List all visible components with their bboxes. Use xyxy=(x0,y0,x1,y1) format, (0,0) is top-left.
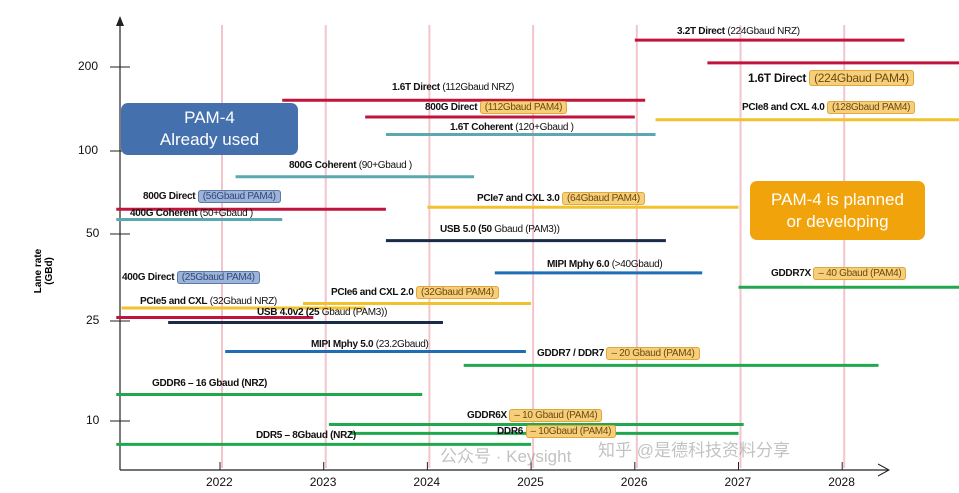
y-axis-arrow xyxy=(116,16,124,26)
timeline-label: PCIe6 and CXL 2.0 (32Gbaud PAM4) xyxy=(331,286,499,299)
callout-line1: PAM-4 is planned xyxy=(771,189,904,209)
callout-line2: Already used xyxy=(159,130,260,149)
label-name: PCIe5 and CXL xyxy=(140,296,208,307)
label-name: 400G Direct xyxy=(122,272,175,283)
pam4-already-used-callout: PAM-4 Already used xyxy=(121,103,298,155)
label-detail: (56Gbaud PAM4) xyxy=(197,190,281,203)
y-axis-label: Lane rate (GBd) xyxy=(33,248,55,294)
timeline-label: GDDR6X – 10 Gbaud (PAM4) xyxy=(467,409,603,422)
label-detail: – 10Gbaud (PAM4) xyxy=(525,425,617,438)
timeline-label: 1.6T Direct (224Gbaud PAM4) xyxy=(748,70,914,86)
x-tick-label: 2027 xyxy=(724,475,752,489)
label-detail: (50+Gbaud ) xyxy=(199,208,253,219)
label-detail: – 20 Gbaud (PAM4) xyxy=(606,347,700,360)
label-name: MIPI Mphy 6.0 xyxy=(547,259,610,270)
timeline-label: PCIe7 and CXL 3.0 (64Gbaud PAM4) xyxy=(477,192,645,205)
timeline-label: USB 4.0v2 (25 Gbaud (PAM3)) xyxy=(257,307,387,319)
label-name: 3.2T Direct xyxy=(677,26,725,37)
label-name: PCIe8 and CXL 4.0 xyxy=(742,102,825,113)
label-detail: – 40 Gbaud (PAM4) xyxy=(813,267,907,280)
y-tick-label: 25 xyxy=(86,313,100,327)
label-detail: (23.2Gbaud) xyxy=(375,339,429,350)
label-detail: (224Gbaud NRZ) xyxy=(727,26,800,37)
x-tick-label: 2026 xyxy=(620,475,648,489)
label-detail: (224Gbaud PAM4) xyxy=(809,70,914,86)
label-detail: (32Gbaud PAM4) xyxy=(416,286,499,299)
label-name: PCIe6 and CXL 2.0 xyxy=(331,287,414,298)
label-detail: Gbaud (PAM3)) xyxy=(494,224,560,235)
timeline-label: PCIe8 and CXL 4.0 (128Gbaud PAM4) xyxy=(742,101,916,114)
label-name: 1.6T Coherent xyxy=(450,122,513,133)
timeline-label: 400G Coherent (50+Gbaud ) xyxy=(130,208,253,220)
label-name: 800G Coherent xyxy=(289,160,357,171)
x-tick-label: 2028 xyxy=(828,475,855,489)
x-tick-label: 2022 xyxy=(206,475,233,489)
timeline-label: PCIe5 and CXL (32Gbaud NRZ) xyxy=(140,296,277,308)
label-name: MIPI Mphy 5.0 xyxy=(311,339,374,350)
timeline-label: 3.2T Direct (224Gbaud NRZ) xyxy=(677,26,800,38)
timeline-label: MIPI Mphy 6.0 (>40Gbaud) xyxy=(547,259,663,271)
label-name: DDR5 – 8Gbaud (NRZ) xyxy=(256,430,356,441)
timeline-label: GDDR7 / DDR7 – 20 Gbaud (PAM4) xyxy=(537,347,700,360)
y-tick-label: 10 xyxy=(86,413,100,427)
timeline-label: GDDR7X – 40 Gbaud (PAM4) xyxy=(771,267,907,280)
label-detail: (112Gbaud PAM4) xyxy=(479,101,568,114)
timeline-label: 800G Direct (56Gbaud PAM4) xyxy=(143,190,281,203)
y-tick-label: 100 xyxy=(78,143,99,157)
timeline-label: DDR5 – 8Gbaud (NRZ) xyxy=(256,430,356,442)
callout-line2: or developing xyxy=(786,211,889,231)
label-name: 1.6T Direct xyxy=(392,82,440,93)
timeline-label: 1.6T Coherent (120+Gbaud ) xyxy=(450,122,574,134)
callout-line1: PAM-4 xyxy=(184,108,235,127)
label-name: DDR6 xyxy=(497,426,524,437)
timeline-label: 1.6T Direct (112Gbaud NRZ) xyxy=(392,82,514,94)
label-detail: (25Gbaud PAM4) xyxy=(176,271,260,284)
x-tick-label: 2023 xyxy=(309,475,337,489)
label-detail: (>40Gbaud) xyxy=(611,259,663,270)
pam4-planned-callout: PAM-4 is planned or developing xyxy=(750,181,925,240)
label-detail: – 10 Gbaud (PAM4) xyxy=(509,409,603,422)
label-detail: (32Gbaud NRZ) xyxy=(209,296,278,307)
timeline-label: DDR6 – 10Gbaud (PAM4) xyxy=(497,425,617,438)
x-tick-label: 2025 xyxy=(517,475,544,489)
label-detail: (128Gbaud PAM4) xyxy=(827,101,916,114)
label-name: USB 4.0v2 (25 xyxy=(257,307,320,318)
timeline-label: GDDR6 – 16 Gbaud (NRZ) xyxy=(152,378,267,390)
label-detail: (90+Gbaud ) xyxy=(358,160,412,171)
label-name: USB 5.0 (50 xyxy=(440,224,492,235)
y-tick-label: 200 xyxy=(78,59,99,73)
timeline-label: 800G Direct (112Gbaud PAM4) xyxy=(425,101,568,114)
watermark-right: 知乎 @是德科技资料分享 xyxy=(598,441,790,460)
label-name: 800G Direct xyxy=(143,191,196,202)
label-name: PCIe7 and CXL 3.0 xyxy=(477,193,560,204)
watermark-left: 公众号 · Keysight xyxy=(440,447,572,466)
timeline-label: MIPI Mphy 5.0 (23.2Gbaud) xyxy=(311,339,429,351)
label-name: GDDR6 – 16 Gbaud (NRZ) xyxy=(152,378,268,389)
x-axis-arrow xyxy=(877,463,891,477)
timeline-label: USB 5.0 (50 Gbaud (PAM3)) xyxy=(440,224,560,236)
timeline-label: 400G Direct (25Gbaud PAM4) xyxy=(122,271,260,284)
label-detail: (120+Gbaud ) xyxy=(515,122,574,133)
timeline-label: 800G Coherent (90+Gbaud ) xyxy=(289,160,412,172)
y-tick-label: 50 xyxy=(86,226,100,240)
label-detail: (64Gbaud PAM4) xyxy=(562,192,645,205)
x-tick-label: 2024 xyxy=(413,475,441,489)
label-name: 400G Coherent xyxy=(130,208,198,219)
label-detail: Gbaud (PAM3)) xyxy=(321,307,388,318)
label-name: 800G Direct xyxy=(425,102,478,113)
label-detail: (112Gbaud NRZ) xyxy=(442,82,515,93)
label-name: GDDR6X xyxy=(467,410,507,421)
label-name: 1.6T Direct xyxy=(748,71,807,85)
label-name: GDDR7 / DDR7 xyxy=(537,348,604,359)
label-name: GDDR7X xyxy=(771,268,811,279)
